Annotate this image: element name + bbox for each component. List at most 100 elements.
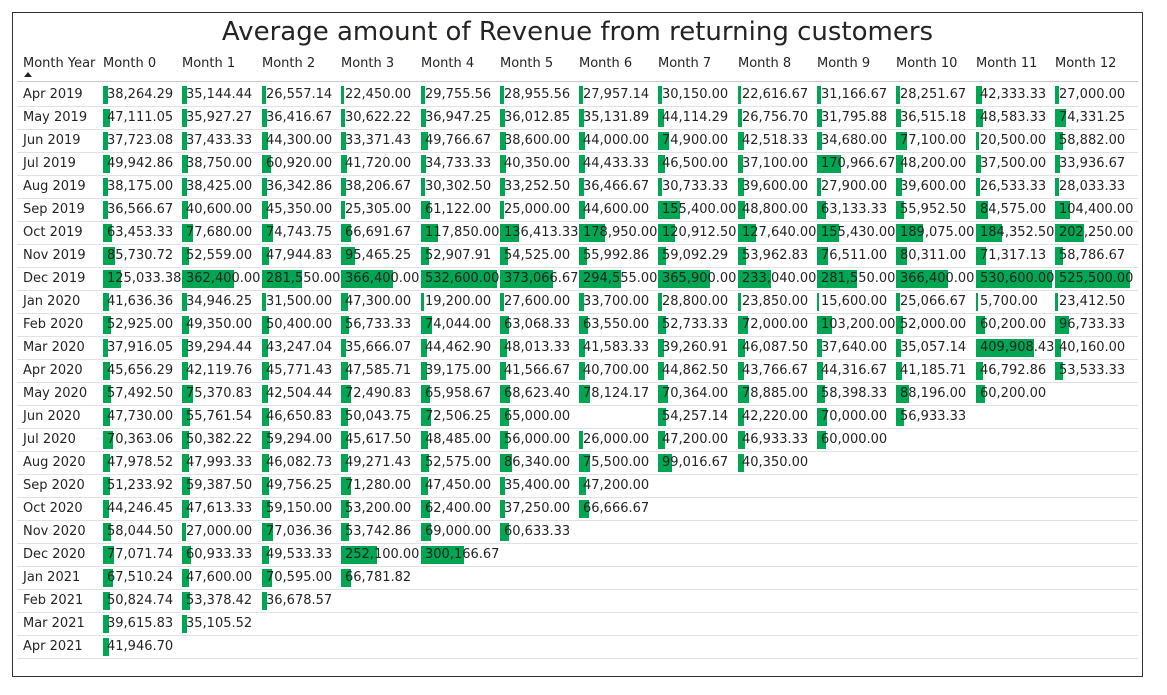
column-header[interactable]: Month 10 xyxy=(896,56,958,71)
data-bar xyxy=(262,592,267,610)
sort-ascending-icon[interactable] xyxy=(24,72,32,77)
data-bar xyxy=(103,615,109,633)
data-bar xyxy=(182,132,187,150)
cell-value: 39,294.44 xyxy=(186,340,253,355)
data-bar xyxy=(896,247,907,265)
row-divider xyxy=(17,221,1138,222)
data-bar xyxy=(976,339,1034,357)
row-label: Feb 2020 xyxy=(23,317,84,332)
matrix-cell: 50,382.22 xyxy=(182,429,258,451)
matrix-cell: 53,962.83 xyxy=(738,245,814,267)
cell-value: 34,680.00 xyxy=(821,133,888,148)
cell-value: 34,946.25 xyxy=(186,294,253,309)
row-label: Mar 2021 xyxy=(23,616,85,631)
cell-value: 15,600.00 xyxy=(821,294,888,309)
cell-value: 56,733.33 xyxy=(345,317,412,332)
cell-value: 39,615.83 xyxy=(107,616,174,631)
matrix-cell: 127,640.00 xyxy=(738,222,816,244)
column-header[interactable]: Month 0 xyxy=(103,56,157,71)
cell-value: 30,302.50 xyxy=(425,179,492,194)
data-bar xyxy=(500,132,506,150)
column-header[interactable]: Month 5 xyxy=(500,56,554,71)
cell-value: 39,260.91 xyxy=(662,340,729,355)
column-header[interactable]: Month 7 xyxy=(658,56,712,71)
matrix-cell: 155,400.00 xyxy=(658,199,736,221)
data-bar xyxy=(658,454,672,472)
column-header[interactable]: Month 4 xyxy=(421,56,475,71)
cell-value: 44,316.67 xyxy=(821,363,888,378)
matrix-cell: 27,000.00 xyxy=(182,521,258,543)
data-bar xyxy=(421,362,427,380)
cell-value: 178,950.00 xyxy=(583,225,658,240)
data-bar xyxy=(658,385,668,403)
cell-value: 44,862.50 xyxy=(662,363,729,378)
matrix-cell: 45,350.00 xyxy=(262,199,338,221)
row-header-label[interactable]: Month Year xyxy=(23,56,96,71)
matrix-cell: 56,733.33 xyxy=(341,314,417,336)
matrix-cell: 37,100.00 xyxy=(738,153,814,175)
data-bar xyxy=(103,431,113,449)
matrix-cell: 373,066.67 xyxy=(500,268,578,290)
cell-value: 53,962.83 xyxy=(742,248,809,263)
row-label: May 2019 xyxy=(23,110,88,125)
data-bar xyxy=(262,224,273,242)
matrix-cell: 80,311.00 xyxy=(896,245,972,267)
data-bar xyxy=(500,155,506,173)
data-bar xyxy=(658,132,669,150)
cell-value: 40,160.00 xyxy=(1059,340,1126,355)
data-bar xyxy=(182,477,190,495)
cell-value: 76,511.00 xyxy=(821,248,888,263)
matrix-cell: 52,907.91 xyxy=(421,245,497,267)
cell-value: 66,781.82 xyxy=(345,570,412,585)
data-bar xyxy=(182,247,189,265)
matrix-cell: 27,600.00 xyxy=(500,291,576,313)
cell-value: 120,912.50 xyxy=(662,225,737,240)
cell-value: 62,400.00 xyxy=(425,501,492,516)
matrix-cell: 42,333.33 xyxy=(976,84,1052,106)
matrix-cell: 35,144.44 xyxy=(182,84,258,106)
matrix-cell: 41,185.71 xyxy=(896,360,972,382)
matrix-cell: 39,260.91 xyxy=(658,337,734,359)
matrix-cell: 23,412.50 xyxy=(1055,291,1131,313)
matrix-cell: 40,600.00 xyxy=(182,199,258,221)
cell-value: 74,900.00 xyxy=(662,133,729,148)
matrix-cell: 47,730.00 xyxy=(103,406,179,428)
matrix-cell: 77,036.36 xyxy=(262,521,338,543)
data-bar xyxy=(896,339,901,357)
matrix-cell: 58,398.33 xyxy=(817,383,893,405)
column-header[interactable]: Month 9 xyxy=(817,56,871,71)
chart-frame: Average amount of Revenue from returning… xyxy=(12,12,1143,677)
row-divider xyxy=(17,405,1138,406)
data-bar xyxy=(658,178,662,196)
row-divider xyxy=(17,106,1138,107)
column-header[interactable]: Month 11 xyxy=(976,56,1038,71)
cell-value: 78,124.17 xyxy=(583,386,650,401)
row-divider xyxy=(17,267,1138,268)
cell-value: 35,144.44 xyxy=(186,87,253,102)
data-bar xyxy=(500,339,507,357)
matrix-cell: 30,302.50 xyxy=(421,176,497,198)
column-header[interactable]: Month 3 xyxy=(341,56,395,71)
column-header[interactable]: Month 6 xyxy=(579,56,633,71)
data-bar xyxy=(817,132,822,150)
row-divider xyxy=(17,244,1138,245)
data-bar xyxy=(103,247,115,265)
cell-value: 95,465.25 xyxy=(345,248,412,263)
column-header[interactable]: Month 12 xyxy=(1055,56,1117,71)
matrix-cell: 49,350.00 xyxy=(182,314,258,336)
row-divider xyxy=(17,451,1138,452)
cell-value: 30,733.33 xyxy=(662,179,729,194)
row-label: Nov 2020 xyxy=(23,524,86,539)
data-bar xyxy=(262,569,272,587)
matrix-cell: 48,200.00 xyxy=(896,153,972,175)
data-bar xyxy=(500,109,505,127)
matrix-cell: 55,761.54 xyxy=(182,406,258,428)
cell-value: 80,311.00 xyxy=(900,248,967,263)
matrix-cell: 34,680.00 xyxy=(817,130,893,152)
cell-value: 37,640.00 xyxy=(821,340,888,355)
column-header[interactable]: Month 8 xyxy=(738,56,792,71)
column-header[interactable]: Month 1 xyxy=(182,56,236,71)
cell-value: 25,305.00 xyxy=(345,202,412,217)
data-bar xyxy=(421,316,432,334)
column-header[interactable]: Month 2 xyxy=(262,56,316,71)
